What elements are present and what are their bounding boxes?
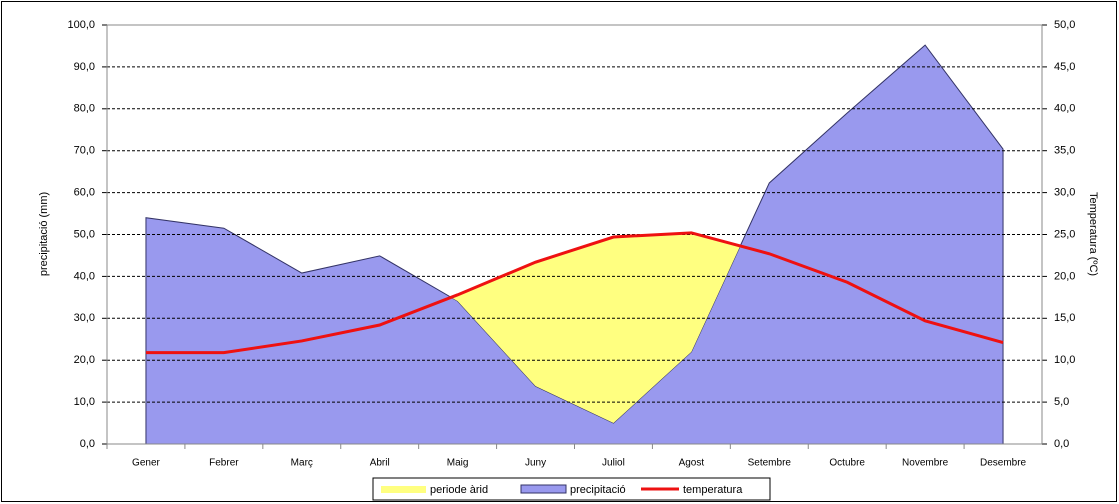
y2-tick-label: 45,0 bbox=[1054, 61, 1075, 73]
y2-tick-label: 15,0 bbox=[1054, 312, 1075, 324]
x-tick-label: Juliol bbox=[602, 458, 625, 469]
y-tick-label: 0,0 bbox=[80, 438, 95, 450]
x-tick-label: Juny bbox=[525, 458, 546, 469]
y-tick-label: 50,0 bbox=[74, 228, 95, 240]
y-tick-label: 20,0 bbox=[74, 354, 95, 366]
y2-tick-label: 30,0 bbox=[1054, 187, 1075, 199]
y2-axis-label: Temperatura (ºC) bbox=[1087, 192, 1099, 276]
y2-tick-label: 0,0 bbox=[1054, 438, 1069, 450]
legend-swatch bbox=[520, 484, 567, 494]
y2-tick-label: 20,0 bbox=[1054, 270, 1075, 282]
y-tick-label: 90,0 bbox=[74, 61, 95, 73]
x-tick-label: Novembre bbox=[902, 458, 949, 469]
y2-tick-label: 5,0 bbox=[1054, 396, 1069, 408]
x-tick-label: Desembre bbox=[980, 458, 1027, 469]
y2-tick-label: 10,0 bbox=[1054, 354, 1075, 366]
legend-label: temperatura bbox=[683, 484, 743, 496]
legend-label: periode àrid bbox=[430, 484, 488, 496]
x-tick-label: Octubre bbox=[829, 458, 865, 469]
precipitation-area bbox=[145, 44, 1004, 445]
y-tick-label: 60,0 bbox=[74, 187, 95, 199]
y2-tick-label: 50,0 bbox=[1054, 19, 1075, 31]
legend-box bbox=[372, 477, 771, 501]
x-tick-label: Març bbox=[291, 458, 313, 469]
legend-label: precipitació bbox=[570, 484, 626, 496]
x-tick-label: Agost bbox=[679, 458, 705, 469]
y-tick-label: 40,0 bbox=[74, 270, 95, 282]
legend-swatch bbox=[381, 486, 426, 493]
x-tick-label: Maig bbox=[447, 458, 469, 469]
y-tick-label: 100,0 bbox=[67, 19, 95, 31]
y2-tick-label: 35,0 bbox=[1054, 145, 1075, 157]
x-tick-label: Setembre bbox=[748, 458, 792, 469]
temperature-line bbox=[145, 231, 1004, 355]
y-tick-label: 70,0 bbox=[74, 145, 95, 157]
y-axis-label: precipitació (mm) bbox=[38, 192, 50, 276]
arid-area bbox=[451, 232, 741, 424]
x-tick-label: Abril bbox=[370, 458, 390, 469]
y-tick-label: 80,0 bbox=[74, 103, 95, 115]
y2-tick-label: 40,0 bbox=[1054, 103, 1075, 115]
y2-tick-label: 25,0 bbox=[1054, 228, 1075, 240]
x-tick-label: Febrer bbox=[209, 458, 239, 469]
y-tick-label: 30,0 bbox=[74, 312, 95, 324]
x-tick-label: Gener bbox=[132, 458, 160, 469]
y-tick-label: 10,0 bbox=[74, 396, 95, 408]
